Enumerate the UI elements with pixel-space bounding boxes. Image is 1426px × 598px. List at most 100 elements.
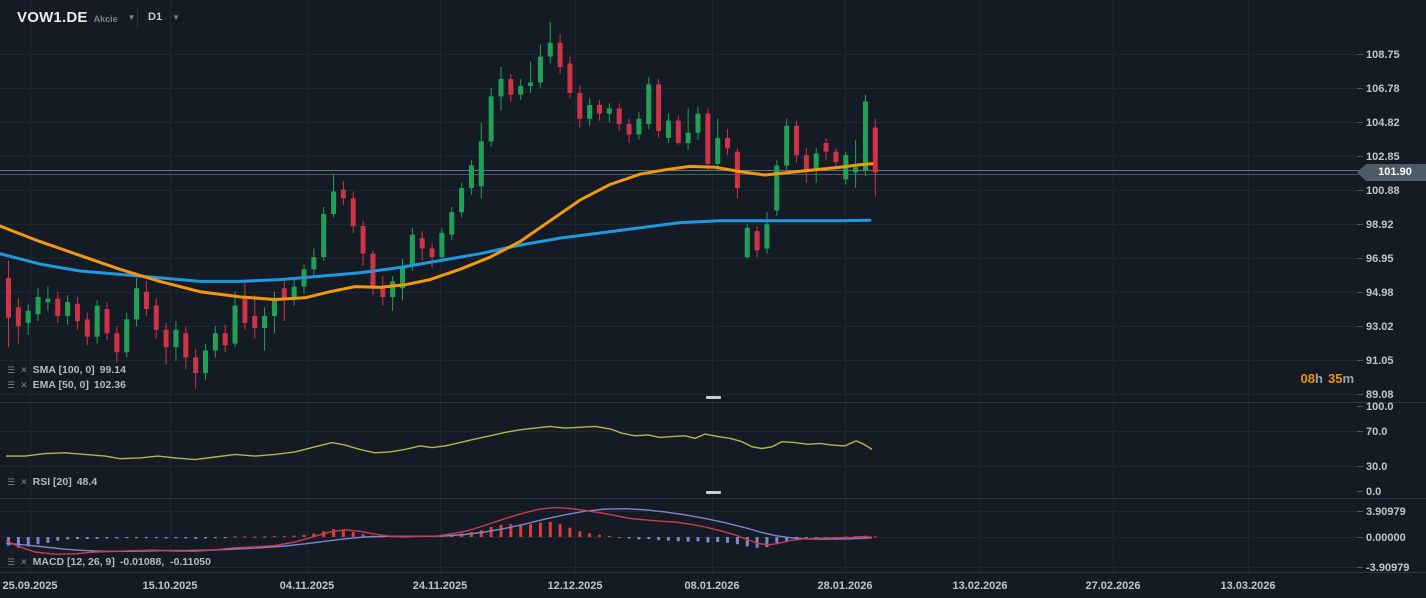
candle [725, 137, 731, 149]
candle [695, 113, 701, 133]
indicator-close-icon[interactable]: ✕ [20, 364, 28, 375]
macd-histogram-bar [223, 537, 227, 539]
date-label: 27.02.2026 [1085, 580, 1140, 592]
timeframe-selector[interactable]: D1 ▼ [148, 0, 180, 34]
candle [124, 319, 130, 353]
macd-histogram-bar [676, 537, 680, 542]
macd-histogram-bar [312, 533, 316, 537]
candle [794, 125, 799, 156]
candle [409, 234, 415, 266]
countdown-minutes-unit: m [1342, 371, 1354, 386]
price-tick-label: 102.85 [1366, 151, 1400, 163]
candle [744, 227, 750, 258]
candle [173, 329, 179, 348]
candle [537, 56, 543, 83]
candle [380, 286, 386, 297]
candle [862, 101, 868, 171]
rsi-tick-label: 0.0 [1366, 486, 1381, 498]
symbol-selector[interactable]: VOW1.DE Akcie ▼ [17, 9, 136, 26]
indicator-settings-icon[interactable]: ☰ [7, 556, 16, 567]
candle [636, 118, 642, 135]
candle [754, 231, 760, 251]
macd-histogram-bar [332, 529, 336, 537]
candle [439, 233, 445, 258]
countdown-hours-unit: h [1315, 371, 1323, 386]
macd-histogram-bar [607, 535, 611, 538]
candle [45, 298, 51, 303]
macd-histogram-bar [479, 530, 483, 537]
indicator-settings-icon[interactable]: ☰ [7, 364, 16, 375]
macd-histogram-bar [804, 537, 808, 540]
candle [281, 288, 287, 299]
macd-histogram-bar [745, 537, 749, 547]
macd-histogram-bar [706, 537, 710, 543]
ema-value: 102.36 [93, 379, 126, 391]
pane-resize-handle[interactable] [706, 491, 721, 494]
grid [0, 0, 1362, 572]
candle [242, 298, 248, 323]
candle [853, 167, 859, 173]
pane-resize-handle[interactable] [706, 396, 721, 399]
ema-indicator-row: ☰ ✕ EMA [50, 0] 102.36 [7, 379, 126, 391]
ema-label: EMA [50, 0] [32, 379, 89, 391]
countdown-minutes: 35 [1327, 371, 1343, 386]
candle [212, 333, 218, 351]
macd-histogram-bar [765, 537, 769, 547]
candle [498, 79, 504, 97]
macd-value: -0.01088, -0.11050 [119, 556, 211, 568]
chevron-down-icon: ▼ [127, 12, 136, 22]
candle [163, 329, 169, 348]
date-label: 08.01.2026 [684, 580, 739, 592]
date-label: 28.01.2026 [817, 580, 872, 592]
candle [94, 305, 100, 337]
candle [449, 212, 455, 235]
candle [587, 105, 593, 119]
candle [597, 105, 602, 114]
candle [705, 113, 711, 164]
toolbar: VOW1.DE Akcie ▼ D1 ▼ [0, 0, 180, 34]
rsi-indicator-row: ☰ ✕ RSI [20] 48.4 [7, 476, 97, 488]
candle [203, 350, 208, 373]
indicator-close-icon[interactable]: ✕ [20, 379, 28, 390]
candle [134, 288, 140, 320]
date-label: 13.02.2026 [952, 580, 1007, 592]
axes-labels: 108.75 106.78 104.82 102.85 100.88 98.92 96.95… [2, 49, 1409, 592]
candle [252, 315, 258, 328]
rsi-label: RSI [20] [32, 476, 72, 488]
macd-histogram-bar [56, 537, 60, 541]
macd-histogram-bar [686, 537, 690, 542]
macd-histogram-bar [46, 537, 50, 543]
candle [459, 188, 465, 213]
date-label: 24.11.2025 [413, 580, 467, 592]
macd-histogram-bar [489, 527, 493, 537]
ema-line [0, 162, 874, 301]
candle [833, 151, 839, 163]
price-tick-label: 96.95 [1366, 253, 1394, 265]
candle [468, 165, 474, 188]
candle [350, 198, 356, 227]
countdown-hours: 08 [1300, 371, 1316, 386]
candle [784, 125, 790, 166]
sma-label: SMA [100, 0] [32, 364, 95, 376]
candle [656, 84, 662, 131]
indicator-settings-icon[interactable]: ☰ [7, 379, 16, 390]
indicator-settings-icon[interactable]: ☰ [7, 476, 16, 487]
indicator-close-icon[interactable]: ✕ [20, 556, 28, 567]
candle [774, 165, 780, 211]
macd-indicator-row: ☰ ✕ MACD [12, 26, 9] -0.01088, -0.11050 [7, 556, 211, 568]
macd-histogram-bar [578, 531, 582, 537]
candle [232, 305, 238, 344]
macd-histogram-bar [115, 537, 119, 539]
price-tick-label: 106.78 [1366, 83, 1400, 95]
macd-histogram-bar [263, 536, 267, 538]
macd-histogram-bar [637, 537, 641, 540]
candle [528, 82, 534, 86]
indicator-close-icon[interactable]: ✕ [20, 476, 28, 487]
macd-tick-label: -3.90979 [1366, 562, 1409, 574]
macd-histogram-bar [135, 537, 138, 539]
candle [488, 96, 494, 142]
macd-histogram-bar [696, 537, 700, 542]
candle [55, 298, 61, 316]
